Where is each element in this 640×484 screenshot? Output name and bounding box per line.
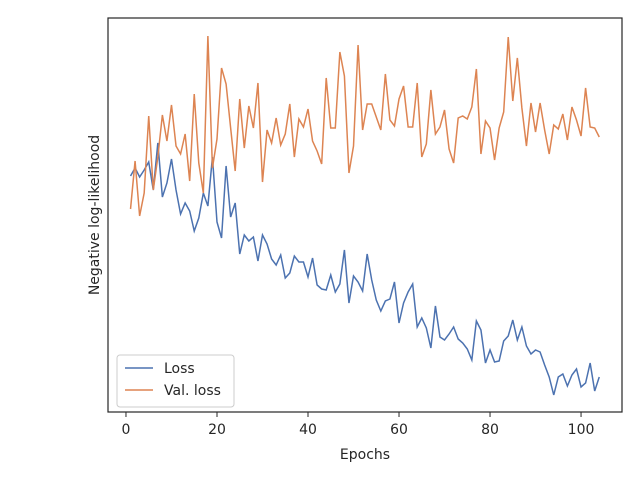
y-axis-label: Negative log-likelihood — [87, 135, 103, 295]
x-tick-label: 0 — [122, 422, 131, 438]
x-tick-label: 100 — [568, 422, 595, 438]
x-tick-label: 20 — [208, 422, 226, 438]
line-series — [129, 142, 600, 396]
line-series — [129, 35, 600, 217]
x-tick-label: 60 — [390, 422, 408, 438]
x-tick-label: 80 — [481, 422, 499, 438]
x-axis-label: Epochs — [340, 447, 390, 463]
legend-label: Val. loss — [164, 383, 221, 399]
x-tick-label: 40 — [299, 422, 317, 438]
legend-label: Loss — [164, 361, 195, 377]
axes-frame — [107, 17, 623, 413]
